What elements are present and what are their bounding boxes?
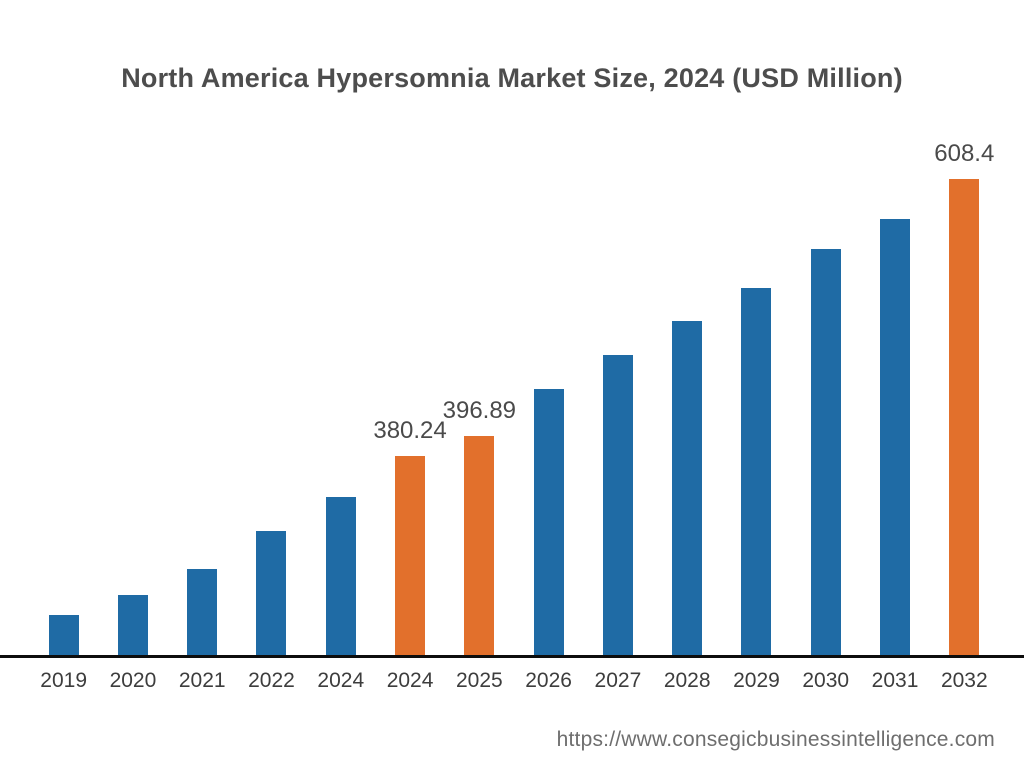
- bar-value-label-2024: 380.24: [373, 417, 447, 444]
- bar-slot: [860, 0, 929, 656]
- x-label-2025: 2025: [455, 669, 503, 692]
- x-label-2031: 2031: [871, 669, 919, 692]
- bar-2022: [256, 531, 287, 656]
- bar-2032: [949, 179, 980, 656]
- bar-2020: [117, 595, 148, 656]
- bar-2026: [533, 389, 564, 656]
- bar-2030: [810, 249, 841, 656]
- bar-series: 380.24 396.89 608.4: [29, 0, 999, 656]
- bar-2024: [325, 497, 356, 656]
- x-label-2030: 2030: [802, 669, 850, 692]
- x-label-2026: 2026: [525, 669, 572, 692]
- bar-2021: [187, 569, 218, 656]
- bar-slot: 396.89: [442, 0, 517, 656]
- bar-2031: [880, 219, 911, 656]
- bar-slot: 380.24: [373, 0, 447, 656]
- bar-2025: [464, 436, 495, 656]
- bar-2027: [602, 355, 633, 656]
- bar-2029: [741, 288, 772, 656]
- x-label-2019: 2019: [40, 669, 87, 692]
- bar-slot: [653, 0, 722, 656]
- x-axis-line: [0, 655, 1024, 658]
- x-label-2028: 2028: [663, 669, 711, 692]
- bar-slot: [722, 0, 791, 656]
- bar-slot: [168, 0, 237, 656]
- bar-2024: [395, 456, 426, 656]
- x-label-2027: 2027: [594, 669, 642, 692]
- x-label-2029: 2029: [733, 669, 780, 692]
- bar-slot: [237, 0, 306, 656]
- bar-2028: [672, 321, 703, 656]
- chart-title: North America Hypersomnia Market Size, 2…: [121, 63, 903, 93]
- bar-slot: [583, 0, 652, 656]
- source-url: https://www.consegicbusinessintelligence…: [556, 728, 995, 751]
- x-label-2024: 2024: [386, 669, 434, 692]
- bar-value-label-2025: 396.89: [442, 397, 517, 424]
- x-label-2024: 2024: [317, 669, 365, 692]
- x-label-2020: 2020: [109, 669, 157, 692]
- bar-slot: [29, 0, 98, 656]
- x-label-2022: 2022: [248, 669, 295, 692]
- x-axis-labels: 2019 2020 2021 2022 2024 2024 2025 2026 2027 2028…: [29, 667, 999, 695]
- bar-slot: [791, 0, 860, 656]
- bar-slot: [306, 0, 375, 656]
- bar-2019: [48, 615, 79, 656]
- x-label-2032: 2032: [940, 669, 988, 692]
- bar-slot: 608.4: [930, 0, 999, 656]
- bar-value-label-2032: 608.4: [934, 140, 995, 167]
- bar-slot: [98, 0, 167, 656]
- bar-slot: [514, 0, 583, 656]
- x-label-2021: 2021: [178, 669, 226, 692]
